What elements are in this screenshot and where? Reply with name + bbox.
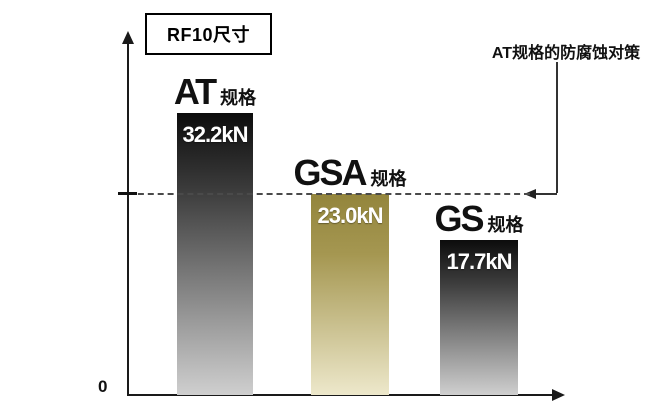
annotation-label: AT规格的防腐蚀对策	[491, 45, 641, 62]
bar-group-at: AT 规格 32.2kN	[173, 71, 257, 395]
annotation-connector-vertical	[556, 62, 558, 193]
chart-title-box: RF10尺寸	[145, 13, 273, 55]
bar-gs: 17.7kN	[440, 240, 518, 395]
y-axis-line	[127, 44, 129, 395]
chart-title: RF10尺寸	[167, 25, 251, 45]
bar-category-label: AT 规格	[173, 71, 257, 112]
bar-value-label: 23.0kN	[317, 203, 384, 228]
bar-category-label: GSA 规格	[293, 152, 407, 193]
bar-value-label: 32.2kN	[182, 122, 249, 147]
bar-group-gs: GS 规格 17.7kN	[435, 201, 524, 395]
bar-at: 32.2kN	[177, 113, 253, 395]
y-axis-arrow-icon	[122, 31, 134, 44]
annotation-connector-horizontal	[535, 193, 557, 195]
reference-dashed-line	[128, 193, 530, 195]
reference-tick	[118, 192, 137, 195]
bar-category-label: GS 规格	[434, 198, 524, 239]
x-axis-arrow-icon	[552, 389, 565, 401]
bar-value-label: 17.7kN	[446, 249, 513, 274]
bar-gsa: 23.0kN	[311, 194, 389, 395]
x-axis-line	[127, 394, 555, 396]
origin-label: 0	[98, 377, 108, 396]
annotation-arrow-icon	[524, 189, 536, 199]
bar-group-gsa: GSA 规格 23.0kN	[294, 155, 407, 395]
